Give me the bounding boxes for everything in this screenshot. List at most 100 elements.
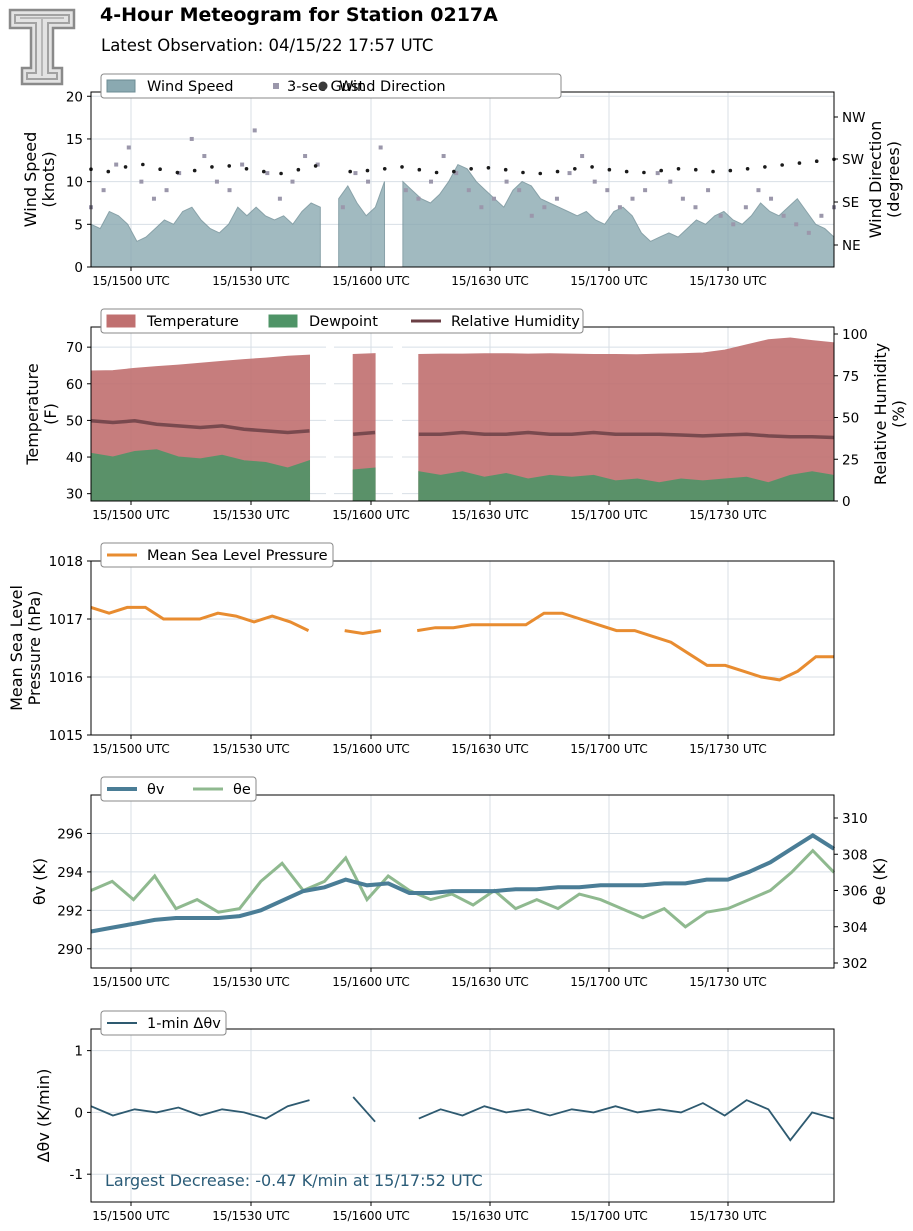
legend-label: θv bbox=[147, 782, 165, 798]
axis-label-line: Relative Humidity bbox=[871, 343, 890, 485]
legend-swatch bbox=[106, 314, 136, 328]
wind-direction-dot bbox=[521, 170, 525, 175]
legend-box bbox=[100, 542, 334, 568]
wind-direction-dot bbox=[244, 167, 249, 171]
gust-marker bbox=[806, 230, 811, 235]
gust-marker bbox=[101, 188, 106, 193]
gust-marker bbox=[441, 154, 446, 159]
y2-tick-label: 50 bbox=[842, 411, 859, 427]
y-tick-label: -1 bbox=[70, 1167, 83, 1183]
y2-tick-label: 25 bbox=[842, 452, 859, 468]
temperature-area bbox=[418, 337, 835, 502]
wind-direction-dot bbox=[573, 167, 577, 171]
wind-direction-dot bbox=[296, 167, 301, 172]
x-tick-label: 15/1700 UTC bbox=[570, 1209, 647, 1223]
wind-direction-dot bbox=[382, 167, 387, 171]
gust-marker bbox=[214, 179, 219, 184]
gust-marker bbox=[416, 196, 421, 201]
y2-tick-label: 100 bbox=[842, 327, 868, 343]
x-tick-label: 15/1500 UTC bbox=[92, 975, 169, 989]
axis-label-line: Temperature bbox=[23, 363, 42, 465]
y-tick-label: 1015 bbox=[49, 728, 83, 744]
wind-direction-dot bbox=[728, 168, 733, 173]
axis-label-line: (%) bbox=[889, 400, 908, 428]
wind-speed-area bbox=[402, 163, 835, 268]
relative-humidity-line bbox=[90, 419, 310, 435]
x-tick-label: 15/1730 UTC bbox=[689, 274, 766, 288]
y-tick-label: 10 bbox=[66, 175, 83, 191]
x-tick-label: 15/1630 UTC bbox=[451, 975, 528, 989]
legend-box bbox=[100, 308, 584, 334]
wind-direction-dot bbox=[417, 167, 422, 172]
wind-direction-dot bbox=[175, 170, 180, 175]
legend-label: 1-min Δθv bbox=[147, 1016, 221, 1032]
y2-tick-label: NE bbox=[842, 238, 861, 254]
theta-v-line bbox=[90, 833, 836, 934]
y-tick-label: 1016 bbox=[49, 670, 83, 686]
gust-marker bbox=[605, 188, 610, 193]
gust-marker bbox=[240, 162, 245, 167]
wind-direction-dot bbox=[503, 167, 508, 172]
axis-label-line: Δθv (K/min) bbox=[34, 1069, 53, 1163]
x-tick-label: 15/1730 UTC bbox=[689, 975, 766, 989]
delta-theta-axis-label: Δθv (K/min) bbox=[34, 1069, 53, 1163]
university-logo bbox=[8, 8, 76, 86]
plot-frame bbox=[90, 1028, 835, 1203]
y2-tick-label: NW bbox=[842, 110, 865, 126]
gust-marker bbox=[542, 205, 547, 210]
gust-marker bbox=[479, 205, 484, 210]
wind-direction-dot bbox=[624, 169, 629, 174]
page-title: 4-Hour Meteogram for Station 0217A bbox=[100, 4, 498, 26]
gust-marker bbox=[340, 205, 345, 210]
y-tick-label: 294 bbox=[57, 865, 83, 881]
x-tick-label: 15/1600 UTC bbox=[332, 508, 409, 522]
x-tick-label: 15/1630 UTC bbox=[451, 742, 528, 756]
x-tick-label: 15/1530 UTC bbox=[212, 1209, 289, 1223]
gust-marker bbox=[630, 196, 635, 201]
x-tick-label: 15/1500 UTC bbox=[92, 508, 169, 522]
gust-marker bbox=[252, 128, 257, 133]
gust-marker bbox=[731, 222, 736, 227]
y-tick-label: 15 bbox=[66, 132, 83, 148]
wind-direction-dot bbox=[348, 169, 352, 174]
gust-marker bbox=[491, 196, 496, 201]
gust-marker bbox=[126, 145, 131, 150]
x-tick-label: 15/1500 UTC bbox=[92, 274, 169, 288]
wind-direction-dot bbox=[711, 169, 715, 174]
x-tick-label: 15/1500 UTC bbox=[92, 742, 169, 756]
gust-marker bbox=[454, 171, 459, 176]
gust-marker bbox=[202, 154, 207, 159]
gust-marker bbox=[504, 179, 509, 184]
gust-marker bbox=[680, 196, 685, 201]
y2-tick-label: SW bbox=[842, 152, 864, 168]
y-tick-label: 0 bbox=[74, 1105, 83, 1121]
largest-decrease-annotation: Largest Decrease: -0.47 K/min at 15/17:5… bbox=[105, 1171, 483, 1190]
data-gap bbox=[326, 327, 334, 501]
axis-label-line: (degrees) bbox=[884, 141, 903, 218]
x-tick-label: 15/1700 UTC bbox=[570, 508, 647, 522]
axis-label-line: (knots) bbox=[39, 151, 58, 207]
y-tick-label: 296 bbox=[57, 826, 83, 842]
x-tick-label: 15/1700 UTC bbox=[570, 274, 647, 288]
legend-label: Mean Sea Level Pressure bbox=[147, 548, 328, 564]
wind-direction-dot bbox=[538, 171, 543, 176]
theta-v-axis-label: θv (K) bbox=[30, 858, 49, 905]
y-tick-label: 5 bbox=[74, 217, 83, 233]
y2-tick-label: 302 bbox=[842, 956, 868, 972]
pressure-line bbox=[416, 611, 834, 682]
wind-direction-dot bbox=[365, 168, 370, 173]
gust-marker bbox=[303, 154, 308, 159]
axis-label-line: Wind Direction bbox=[866, 121, 885, 239]
wind-direction-dot bbox=[814, 159, 819, 163]
y-tick-label: 20 bbox=[66, 89, 83, 105]
gust-marker bbox=[164, 188, 169, 193]
x-tick-label: 15/1500 UTC bbox=[92, 1209, 169, 1223]
relative-humidity-line bbox=[353, 430, 376, 436]
legend-swatch bbox=[268, 314, 298, 328]
axis-label-line: Mean Sea Level bbox=[7, 585, 26, 711]
data-gap bbox=[393, 327, 402, 501]
axis-label-line: Wind Speed bbox=[21, 132, 40, 227]
x-tick-label: 15/1530 UTC bbox=[212, 975, 289, 989]
wind-direction-dot bbox=[261, 169, 266, 174]
